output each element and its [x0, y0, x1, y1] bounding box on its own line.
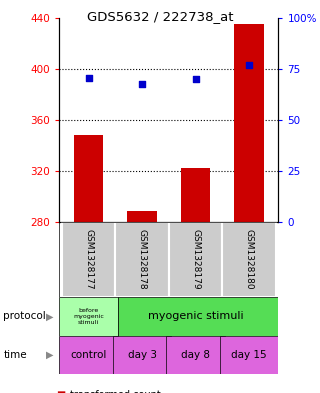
Bar	[62, 222, 115, 297]
Text: ▶: ▶	[46, 350, 53, 360]
Bar	[166, 336, 225, 374]
Bar	[127, 211, 157, 222]
Bar	[74, 135, 103, 222]
Text: ■: ■	[56, 390, 65, 393]
Bar	[113, 336, 172, 374]
Text: GSM1328177: GSM1328177	[84, 229, 93, 290]
Text: GSM1328179: GSM1328179	[191, 229, 200, 290]
Text: time: time	[3, 350, 27, 360]
Point	[193, 76, 198, 82]
Bar	[59, 336, 118, 374]
Bar	[222, 222, 276, 297]
Point	[86, 75, 91, 81]
Text: before
myogenic
stimuli: before myogenic stimuli	[73, 308, 104, 325]
Text: transformed count: transformed count	[70, 390, 161, 393]
Text: myogenic stimuli: myogenic stimuli	[148, 311, 243, 321]
Bar	[169, 222, 222, 297]
Bar	[181, 168, 210, 222]
Text: GSM1328180: GSM1328180	[244, 229, 253, 290]
Bar	[220, 336, 278, 374]
Bar	[115, 222, 169, 297]
Text: GSM1328178: GSM1328178	[138, 229, 147, 290]
Text: day 15: day 15	[231, 350, 267, 360]
Point	[140, 81, 145, 87]
Bar	[118, 297, 278, 336]
Bar	[59, 297, 118, 336]
Point	[246, 62, 252, 68]
Text: ▶: ▶	[46, 311, 53, 321]
Bar	[234, 24, 264, 222]
Text: GDS5632 / 222738_at: GDS5632 / 222738_at	[87, 10, 233, 23]
Text: day 3: day 3	[128, 350, 156, 360]
Text: control: control	[70, 350, 107, 360]
Text: protocol: protocol	[3, 311, 46, 321]
Text: day 8: day 8	[181, 350, 210, 360]
